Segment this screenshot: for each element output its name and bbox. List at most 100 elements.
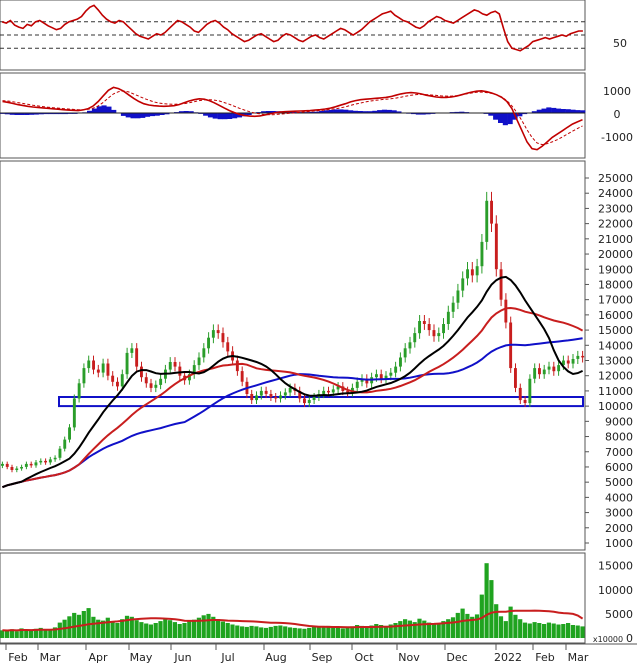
macd-histogram-bar bbox=[372, 110, 378, 113]
price-tick-label: 2000 bbox=[605, 522, 633, 535]
macd-histogram-bar bbox=[362, 111, 368, 113]
volume-bar bbox=[570, 625, 575, 638]
candle-body bbox=[87, 360, 91, 369]
macd-histogram-bar bbox=[536, 109, 542, 113]
volume-bar bbox=[148, 624, 153, 638]
macd-histogram-bar bbox=[381, 109, 387, 113]
macd-histogram-bar bbox=[24, 113, 30, 115]
candle-body bbox=[514, 368, 517, 388]
macd-histogram-bar bbox=[149, 113, 155, 117]
volume-bar bbox=[321, 626, 326, 638]
volume-bar bbox=[287, 627, 293, 638]
support-zone-box bbox=[58, 396, 584, 408]
candle-body bbox=[571, 359, 575, 364]
volume-bar bbox=[57, 622, 62, 638]
candle-body bbox=[355, 381, 359, 388]
moving-averages bbox=[2, 275, 584, 489]
volume-bar bbox=[566, 623, 571, 638]
x-tick-label: Apr bbox=[88, 651, 108, 664]
volume-bar bbox=[340, 628, 345, 638]
macd-histogram-bar bbox=[377, 110, 383, 113]
volume-bar bbox=[556, 624, 561, 638]
volume-bar bbox=[326, 625, 331, 638]
candle-body bbox=[68, 427, 71, 440]
volume-bar bbox=[561, 624, 566, 638]
candle-body bbox=[504, 299, 508, 323]
candle-body bbox=[63, 439, 67, 449]
volume-bar bbox=[278, 625, 283, 638]
price-tick-label: 7000 bbox=[605, 446, 633, 459]
macd-histogram-bar bbox=[236, 113, 242, 118]
volume-bar bbox=[297, 628, 302, 638]
candle-body bbox=[288, 387, 292, 393]
volume-bar bbox=[302, 628, 307, 638]
candle-body bbox=[331, 389, 335, 393]
volume-bar bbox=[187, 621, 192, 638]
candle-body bbox=[432, 330, 436, 337]
x-tick-label: Aug bbox=[265, 651, 286, 664]
support-zone bbox=[58, 396, 584, 408]
candle-body bbox=[394, 366, 398, 373]
volume-bar bbox=[29, 630, 34, 638]
macd-signal-line bbox=[2, 90, 583, 146]
candle-body bbox=[298, 390, 302, 399]
price-tick-label: 15000 bbox=[598, 324, 633, 337]
macd-histogram-bar bbox=[91, 108, 97, 113]
candle-body bbox=[581, 355, 585, 358]
volume-bar bbox=[206, 613, 211, 638]
volume-bar bbox=[484, 563, 489, 638]
candle-body bbox=[53, 457, 57, 460]
price-tick-label: 19000 bbox=[598, 263, 633, 276]
volume-bar bbox=[417, 618, 422, 638]
x-tick-label: May bbox=[130, 651, 153, 664]
candle-body bbox=[77, 383, 81, 399]
volume-bar bbox=[331, 626, 336, 638]
macd-histogram-bar bbox=[227, 113, 233, 119]
candle-body bbox=[422, 321, 426, 324]
volume-bar bbox=[235, 625, 240, 638]
macd-histogram-bar bbox=[411, 113, 417, 115]
x-tick-label: Mar bbox=[40, 651, 61, 664]
macd-histogram-bar bbox=[425, 113, 431, 115]
macd-histogram-bar bbox=[48, 113, 54, 115]
x-tick-label: Jul bbox=[220, 651, 234, 664]
volume-bar bbox=[268, 626, 273, 638]
macd-histogram-bar bbox=[140, 113, 146, 118]
volume-bar bbox=[0, 630, 5, 638]
macd-histogram-bar bbox=[459, 111, 465, 113]
volume-bar bbox=[345, 627, 350, 638]
macd-histogram-bar bbox=[502, 113, 508, 126]
candle-body bbox=[283, 392, 287, 396]
candle-body bbox=[178, 366, 182, 376]
volume-bar bbox=[379, 625, 384, 638]
volume-bar bbox=[216, 619, 221, 638]
volume-bar bbox=[427, 622, 432, 638]
candle-body bbox=[24, 463, 28, 467]
volume-bar bbox=[383, 625, 388, 638]
volume-bar bbox=[542, 624, 547, 638]
candle-body bbox=[58, 448, 62, 458]
panel-frame bbox=[0, 552, 586, 644]
price-axis: 25000 24000 23000 22000 21000 20000 19000 18000… bbox=[585, 172, 633, 550]
volume-average bbox=[2, 609, 584, 632]
volume-bar bbox=[398, 621, 403, 638]
volume-bar bbox=[522, 622, 528, 638]
volume-bar bbox=[412, 622, 417, 638]
candle-body bbox=[130, 348, 134, 353]
volume-bar bbox=[168, 620, 173, 638]
volume-bar bbox=[115, 623, 120, 638]
volume-bar bbox=[546, 622, 551, 638]
macd-histogram-bar bbox=[319, 111, 325, 113]
candle-body bbox=[96, 369, 100, 373]
volume-bar bbox=[431, 624, 436, 638]
candle-body bbox=[470, 269, 474, 276]
macd-histogram-bar bbox=[53, 113, 59, 115]
macd-histogram-bar bbox=[570, 109, 576, 113]
candle-body bbox=[518, 387, 522, 401]
candle-body bbox=[154, 384, 158, 388]
x-tick-label: Oct bbox=[354, 651, 374, 664]
candle-body bbox=[303, 398, 306, 404]
x-tick-label: Mar bbox=[568, 651, 589, 664]
price-tick-label: 10000 bbox=[598, 400, 633, 413]
